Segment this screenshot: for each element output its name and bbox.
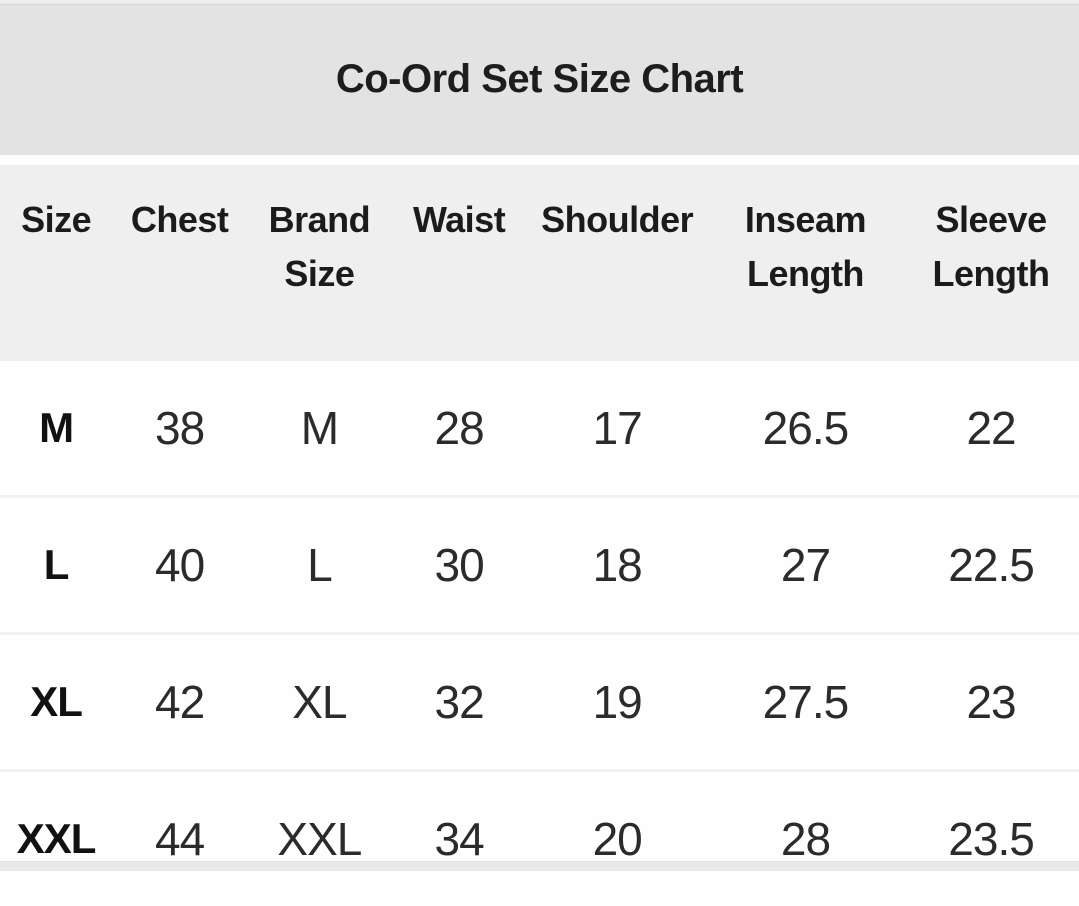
table-cell-sleeve_length: 22.5 [903,497,1079,634]
chart-title: Co-Ord Set Size Chart [336,57,743,102]
column-header-waist: Waist [392,165,527,361]
title-banner: Co-Ord Set Size Chart [0,0,1079,155]
table-cell-inseam_length: 27.5 [708,634,903,771]
table-cell-sleeve_length: 22 [903,361,1079,497]
table-cell-brand_size: L [247,497,392,634]
table-cell-inseam_length: 27 [708,497,903,634]
table-cell-size: L [0,497,112,634]
table-cell-sleeve_length: 23 [903,634,1079,771]
column-header-size: Size [0,165,112,361]
table-cell-brand_size: XXL [247,771,392,906]
table-cell-waist: 30 [392,497,527,634]
table-cell-shoulder: 19 [527,634,708,771]
table-cell-size: XXL [0,771,112,906]
banner-table-gap [0,155,1079,165]
table-cell-inseam_length: 28 [708,771,903,906]
table-cell-sleeve_length: 23.5 [903,771,1079,906]
table-cell-waist: 28 [392,361,527,497]
table-cell-shoulder: 17 [527,361,708,497]
table-cell-chest: 40 [112,497,247,634]
table-cell-chest: 44 [112,771,247,906]
table-cell-size: M [0,361,112,497]
column-header-chest: Chest [112,165,247,361]
table-cell-brand_size: M [247,361,392,497]
column-header-shoulder: Shoulder [527,165,708,361]
table-cell-shoulder: 20 [527,771,708,906]
table-cell-chest: 38 [112,361,247,497]
table-cell-chest: 42 [112,634,247,771]
table-cell-size: XL [0,634,112,771]
table-cell-waist: 34 [392,771,527,906]
table-cell-inseam_length: 26.5 [708,361,903,497]
table-cell-waist: 32 [392,634,527,771]
bottom-divider [0,861,1079,871]
table-cell-brand_size: XL [247,634,392,771]
table-cell-shoulder: 18 [527,497,708,634]
